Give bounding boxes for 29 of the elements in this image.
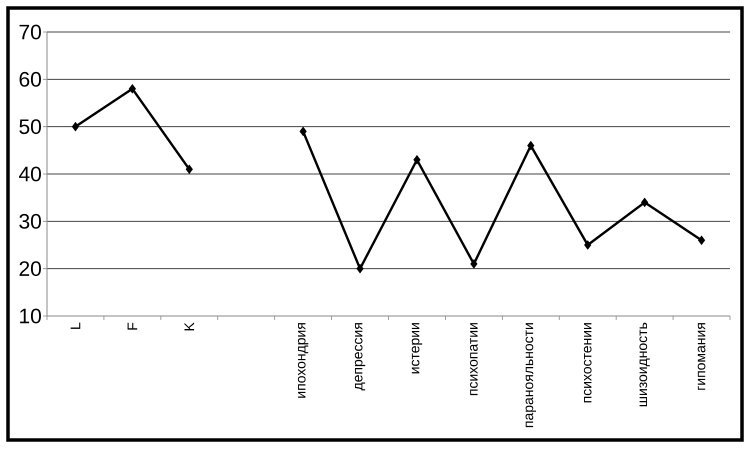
point [584, 240, 592, 250]
x-tick-label: паранояльности [526, 323, 536, 428]
y-tick-label: 10 [20, 308, 41, 324]
point [356, 264, 364, 274]
y-tick-label: 30 [19, 214, 41, 229]
y-tick-label: 60 [20, 72, 41, 87]
y-tick-label: 70 [20, 24, 41, 40]
x-tick-label: психостении [584, 323, 592, 402]
x-tick-label: K [184, 322, 194, 330]
point [641, 198, 648, 208]
x-tick-label: психопатии [470, 323, 478, 396]
x-tick-label: гипомания [698, 323, 706, 390]
x-tick-label: шизоидность [639, 322, 650, 406]
point [300, 126, 307, 136]
point [413, 155, 421, 165]
point [470, 259, 478, 269]
point [72, 122, 80, 132]
x-tick-label: L [70, 322, 80, 329]
x-tick-label: ипохондрия [298, 323, 308, 398]
point [527, 140, 534, 150]
y-tick-label: 40 [19, 166, 41, 182]
x-tick-label: депрессия [354, 323, 366, 390]
x-tick-label: истерии [412, 323, 422, 374]
point [128, 84, 136, 94]
point [186, 164, 193, 174]
y-tick-label: 20 [20, 261, 41, 276]
point [698, 236, 706, 246]
x-tick-label: F [128, 322, 138, 330]
y-tick-label: 50 [19, 119, 41, 134]
